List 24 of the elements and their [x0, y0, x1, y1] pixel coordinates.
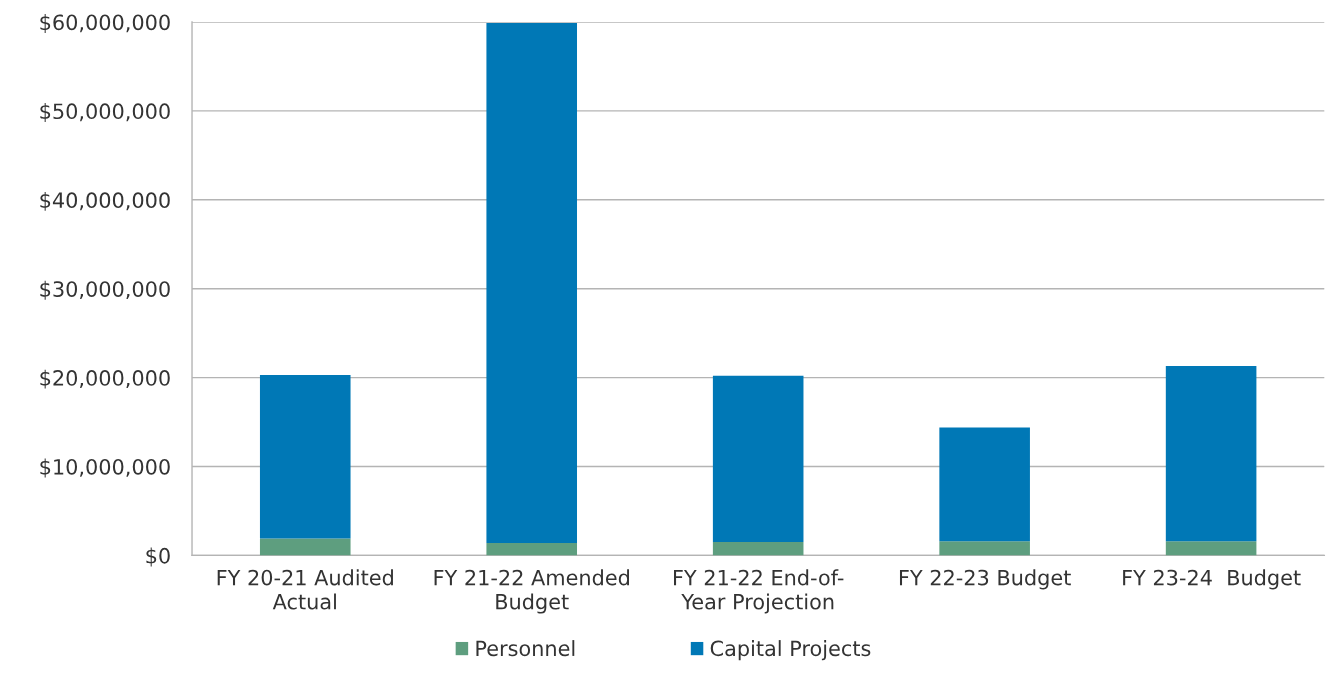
bar — [1165, 541, 1257, 556]
bar — [939, 541, 1030, 556]
y-tick-label: $50,000,000 — [40, 102, 170, 122]
bar — [259, 538, 351, 556]
x-tick-label: FY 21-22 End-of- Year Projection — [674, 569, 844, 614]
x-tick-label: FY 20-21 Audited Actual — [217, 569, 393, 610]
x-tick-label: FY 21-22 Amended Budget — [434, 569, 629, 614]
y-tick-label: $30,000,000 — [40, 280, 170, 300]
y-tick-label: $20,000,000 — [40, 369, 170, 389]
bar — [259, 374, 351, 539]
y-tick-label: $40,000,000 — [40, 191, 170, 211]
bar — [939, 427, 1030, 542]
y-tick-label: $60,000,000 — [40, 14, 170, 33]
bar — [486, 22, 578, 543]
y-tick-label: $10,000,000 — [40, 458, 170, 478]
legend-label: Capital Projects — [710, 640, 871, 661]
legend-label: Personnel — [476, 640, 575, 657]
x-tick-label: FY 22-23 Budget — [899, 569, 1071, 590]
x-tick-label: FY 23-24 Budget — [1123, 569, 1301, 590]
bar — [712, 542, 804, 556]
bar — [712, 375, 804, 543]
y-tick-label: $0 — [146, 547, 170, 567]
bar — [1165, 366, 1257, 542]
bar — [486, 542, 578, 556]
